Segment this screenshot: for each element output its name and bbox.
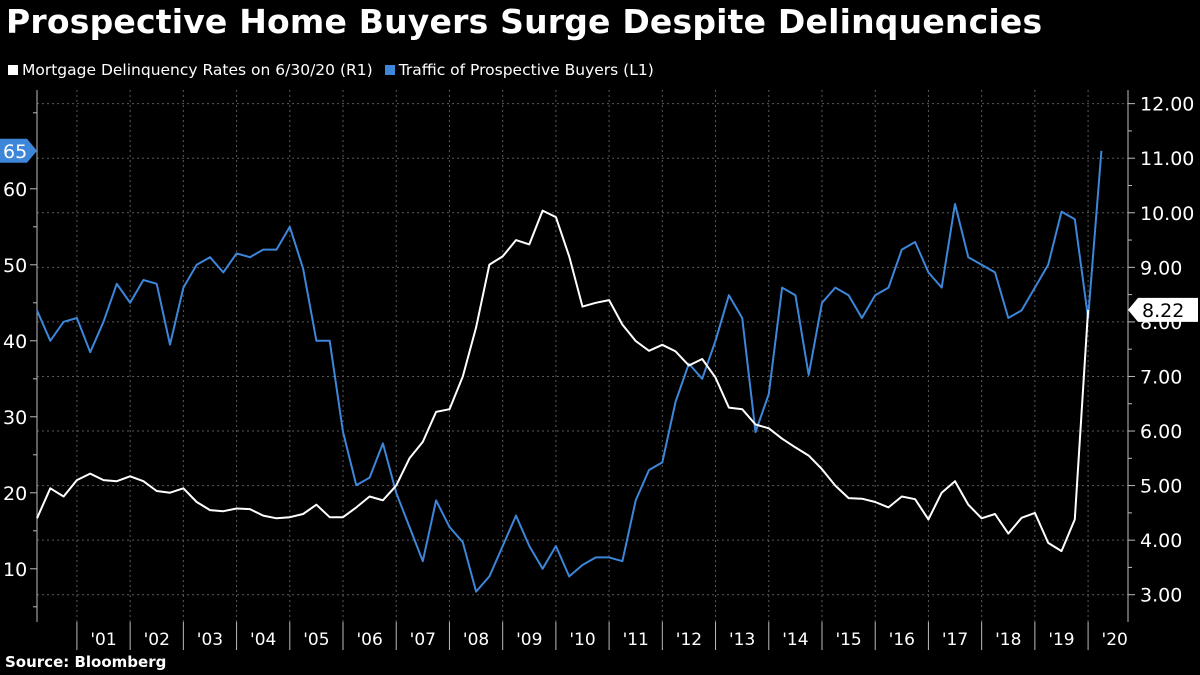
right-tick-label: 10.00 bbox=[1140, 203, 1194, 225]
legend-item-delinquency: Mortgage Delinquency Rates on 6/30/20 (R… bbox=[8, 61, 373, 79]
legend-label-delinquency: Mortgage Delinquency Rates on 6/30/20 (R… bbox=[22, 61, 373, 79]
x-tick-label: '17 bbox=[942, 630, 968, 650]
legend-swatch-blue bbox=[384, 65, 395, 75]
x-tick-label: '15 bbox=[835, 630, 861, 650]
left-tick-label: 10 bbox=[3, 559, 27, 581]
source-note: Source: Bloomberg bbox=[5, 653, 167, 671]
right-tick-label: 9.00 bbox=[1140, 257, 1182, 279]
x-tick-label: '13 bbox=[729, 630, 755, 650]
right-tick-label: 7.00 bbox=[1140, 366, 1182, 388]
traffic-last-value-marker bbox=[0, 138, 37, 163]
left-tick-label: 40 bbox=[3, 331, 27, 353]
right-tick-label: 5.00 bbox=[1140, 476, 1182, 498]
x-tick-label: '18 bbox=[995, 630, 1021, 650]
right-tick-label: 3.00 bbox=[1140, 585, 1182, 607]
x-tick-label: '01 bbox=[90, 630, 116, 650]
x-tick-label: '10 bbox=[569, 630, 595, 650]
delinquency-last-value-label: 8.22 bbox=[1142, 300, 1184, 322]
x-tick-label: '11 bbox=[623, 630, 649, 650]
right-tick-label: 4.00 bbox=[1140, 530, 1182, 552]
left-tick-label: 50 bbox=[3, 255, 27, 277]
x-tick-label: '12 bbox=[676, 630, 702, 650]
x-tick-label: '20 bbox=[1102, 630, 1128, 650]
right-tick-label: 11.00 bbox=[1140, 148, 1194, 170]
x-tick-label: '06 bbox=[356, 630, 382, 650]
x-tick-label: '14 bbox=[782, 630, 808, 650]
left-tick-label: 30 bbox=[3, 407, 27, 429]
legend-swatch-white bbox=[8, 65, 18, 75]
x-tick-label: '19 bbox=[1048, 630, 1074, 650]
delinquency-last-value-marker bbox=[1128, 297, 1198, 322]
x-tick-label: '03 bbox=[197, 630, 223, 650]
left-tick-label: 60 bbox=[3, 179, 27, 201]
x-tick-label: '05 bbox=[303, 630, 329, 650]
chart-title: Prospective Home Buyers Surge Despite De… bbox=[6, 2, 1043, 41]
chart-legend: Mortgage Delinquency Rates on 6/30/20 (R… bbox=[8, 61, 666, 79]
left-tick-label: 20 bbox=[3, 483, 27, 505]
legend-label-traffic: Traffic of Prospective Buyers (L1) bbox=[398, 61, 654, 79]
x-tick-label: '08 bbox=[463, 630, 489, 650]
delinquency-series-line bbox=[36, 209, 1090, 553]
traffic-series-line bbox=[36, 150, 1103, 593]
x-tick-label: '04 bbox=[250, 630, 276, 650]
right-tick-label: 6.00 bbox=[1140, 421, 1182, 443]
right-tick-label: 12.00 bbox=[1140, 94, 1194, 116]
x-tick-label: '09 bbox=[516, 630, 542, 650]
x-tick-label: '07 bbox=[410, 630, 436, 650]
legend-item-traffic: Traffic of Prospective Buyers (L1) bbox=[384, 61, 654, 79]
traffic-last-value-label: 65 bbox=[3, 141, 27, 163]
x-tick-label: '16 bbox=[889, 630, 915, 650]
x-tick-label: '02 bbox=[144, 630, 170, 650]
